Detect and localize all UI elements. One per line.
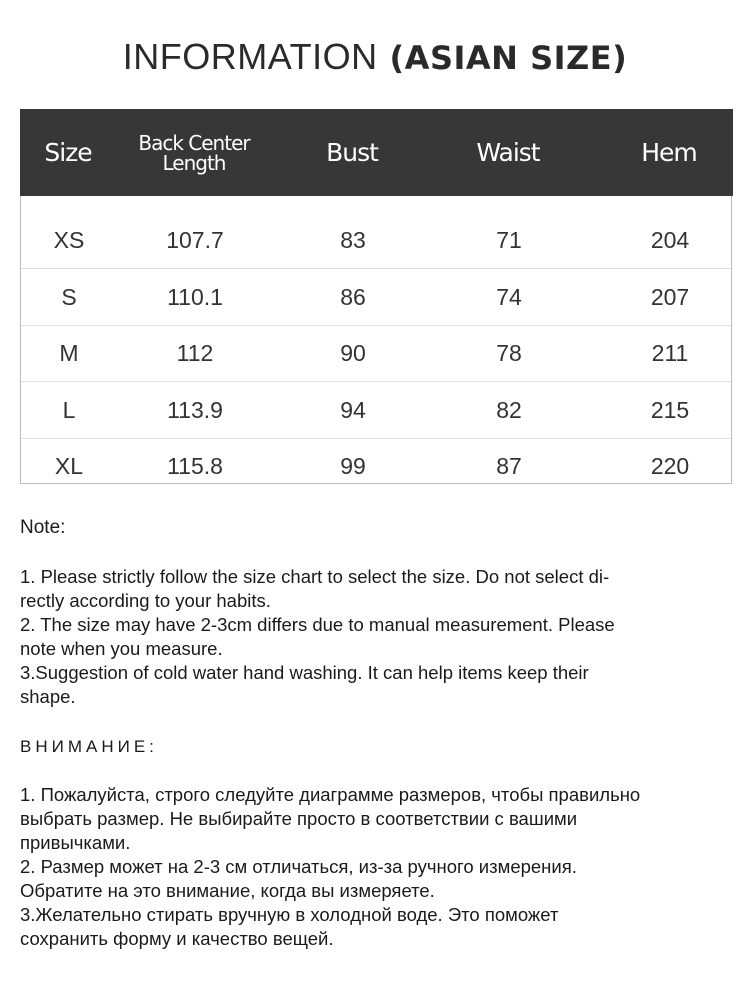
header-back-center-length: Back Center Length	[134, 109, 254, 196]
cell-hem: 207	[650, 283, 690, 310]
cell-hem: 211	[651, 340, 689, 366]
cell-waist: 71	[496, 227, 522, 253]
header-back-center: Back Center	[138, 130, 250, 155]
note-line: привычками.	[20, 832, 131, 853]
cell-size: S	[61, 283, 77, 310]
note-line: note when you measure.	[20, 638, 223, 659]
cell-hem: 204	[650, 227, 690, 253]
cell-bust: 94	[340, 396, 366, 423]
size-table: Size Back Center Length Bust Waist Hem X…	[20, 109, 733, 484]
note-line: 3.Suggestion of cold water hand washing.…	[20, 662, 589, 683]
title-main: INFORMATION	[122, 36, 378, 77]
note-russian: 1. Пожалуйста, строго следуйте диаграмме…	[20, 783, 640, 951]
header-size: Size	[44, 137, 92, 167]
title-size-system: (ASIAN SIZE)	[389, 39, 628, 77]
note-russian-heading: ВНИМАНИЕ:	[20, 737, 158, 756]
table-row: L 113.9 94 82 215	[21, 382, 731, 439]
header-bust: Bust	[326, 137, 379, 167]
cell-waist: 82	[496, 396, 522, 423]
cell-bust: 99	[340, 453, 366, 479]
cell-size: L	[62, 396, 76, 423]
table-row: XL 115.8 99 87 220	[21, 438, 731, 494]
note-line: rectly according to your habits.	[20, 590, 271, 611]
note-line: выбрать размер. Не выбирайте просто в со…	[20, 808, 578, 829]
note-line: Обратите на это внимание, когда вы измер…	[20, 880, 435, 901]
note-line: сохранить форму и качество вещей.	[20, 928, 334, 949]
note-line: 2. The size may have 2-3cm differs due t…	[20, 614, 615, 635]
cell-bust: 83	[340, 227, 366, 253]
note-line: 2. Размер может на 2-3 см отличаться, из…	[20, 856, 577, 877]
note-english: 1. Please strictly follow the size chart…	[20, 565, 615, 709]
note-heading: Note:	[20, 517, 66, 538]
header-length: Length	[162, 150, 227, 175]
cell-size: XL	[54, 453, 84, 479]
page-title: INFORMATION (ASIAN SIZE)	[0, 36, 750, 78]
header-waist: Waist	[476, 137, 540, 167]
cell-size: M	[59, 340, 79, 366]
cell-bust: 90	[340, 340, 366, 366]
cell-waist: 78	[496, 340, 522, 366]
cell-hem: 215	[650, 396, 690, 423]
cell-back-center-length: 112	[176, 340, 214, 366]
table-row: S 110.1 86 74 207	[21, 269, 731, 326]
header-hem: Hem	[641, 137, 698, 167]
cell-back-center-length: 107.7	[166, 227, 224, 253]
note-line: 1. Please strictly follow the size chart…	[20, 566, 610, 587]
cell-waist: 87	[496, 453, 522, 479]
table-row: XS 107.7 83 71 204	[21, 212, 731, 269]
cell-hem: 220	[650, 453, 690, 479]
table-row: M 112 90 78 211	[21, 325, 731, 382]
cell-size: XS	[53, 227, 85, 253]
note-line: 3.Желательно стирать вручную в холодной …	[20, 904, 559, 925]
note-line: 1. Пожалуйста, строго следуйте диаграмме…	[20, 784, 641, 805]
cell-back-center-length: 113.9	[167, 396, 223, 423]
note-line: shape.	[20, 686, 76, 707]
cell-bust: 86	[340, 283, 366, 310]
cell-waist: 74	[496, 283, 522, 310]
cell-back-center-length: 115.8	[167, 453, 223, 479]
table-header: Size Back Center Length Bust Waist Hem	[20, 109, 733, 196]
cell-back-center-length: 110.1	[167, 283, 223, 310]
